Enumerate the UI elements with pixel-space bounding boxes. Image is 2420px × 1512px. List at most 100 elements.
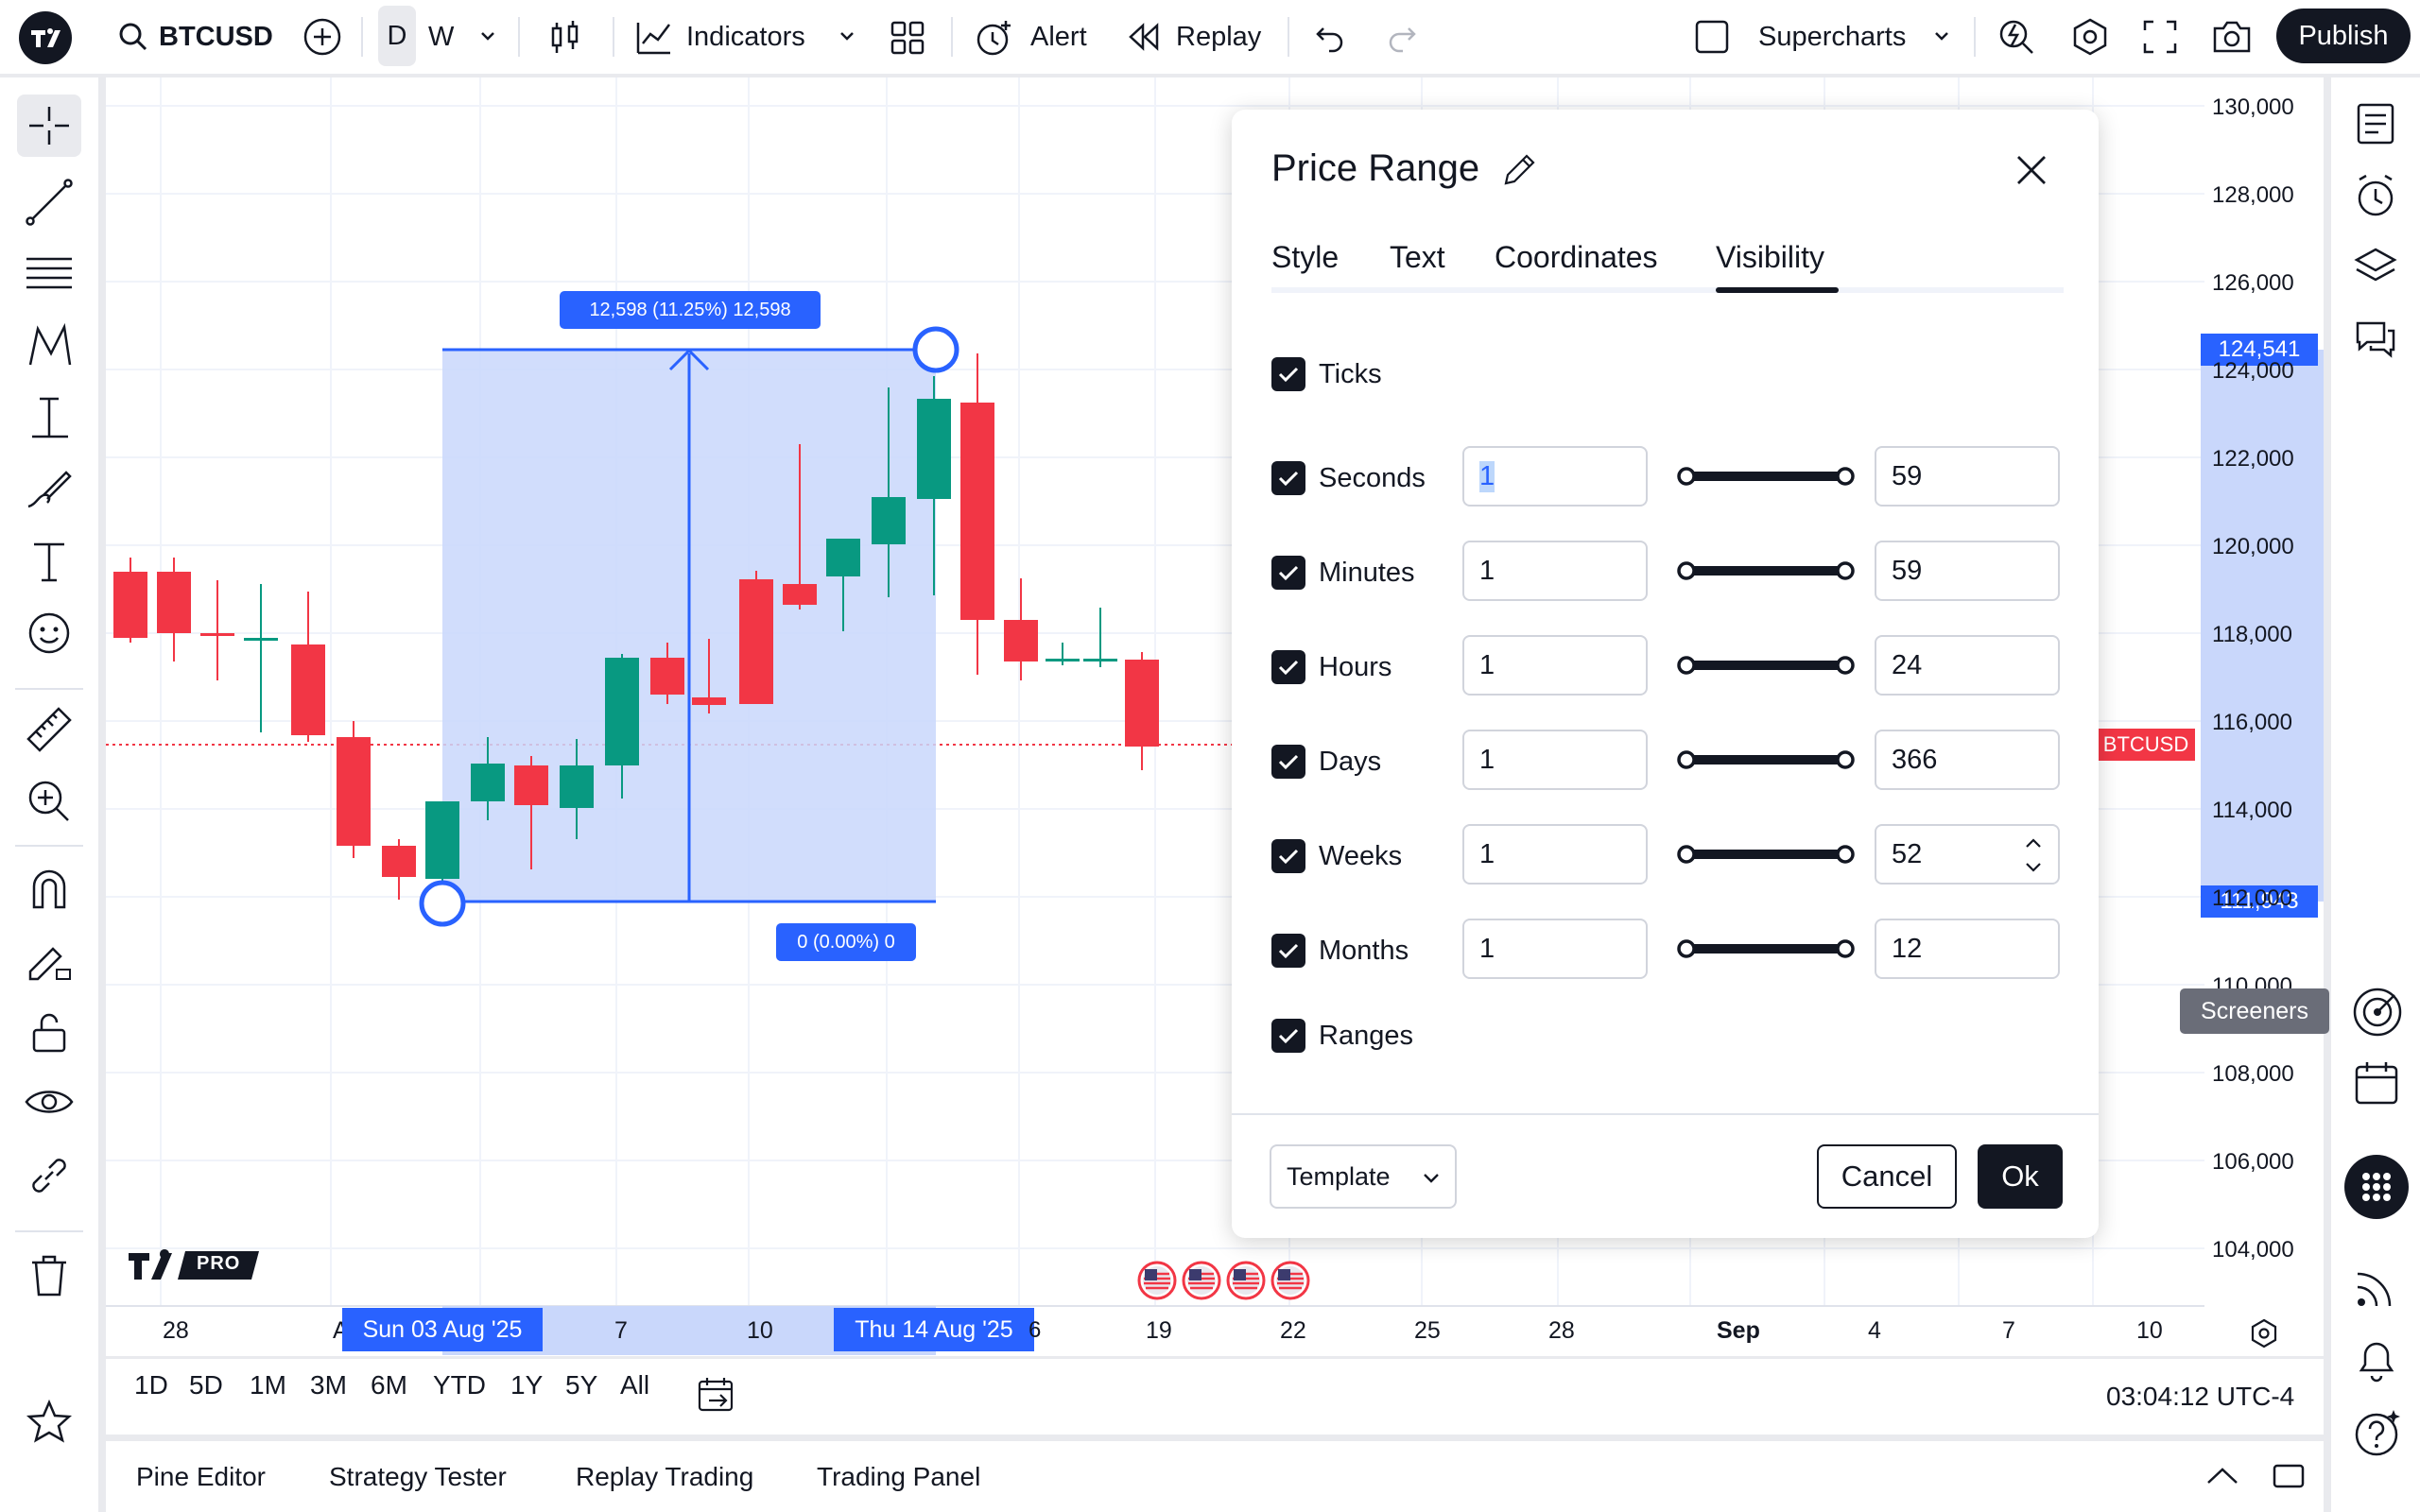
close-icon[interactable]	[2013, 151, 2050, 194]
tab-text[interactable]: Text	[1390, 240, 1445, 274]
seconds-from-input[interactable]: 1	[1462, 446, 1648, 507]
minutes-checkbox[interactable]	[1271, 556, 1305, 590]
screeners-target-icon[interactable]	[2352, 987, 2403, 1042]
clock-timezone[interactable]: 03:04:12 UTC-4	[2106, 1382, 2295, 1411]
seconds-range-slider[interactable]	[1676, 466, 1856, 487]
zoom-in-icon[interactable]	[23, 775, 76, 833]
hours-checkbox[interactable]	[1271, 650, 1305, 684]
ticks-checkbox[interactable]	[1271, 357, 1305, 391]
range-button-all[interactable]: All	[620, 1370, 650, 1400]
measure-handle-top[interactable]	[912, 326, 959, 373]
fib-retracement-tool-icon[interactable]	[23, 248, 76, 305]
apps-grid-icon[interactable]	[2344, 1155, 2409, 1219]
eye-visibility-icon[interactable]	[23, 1077, 76, 1135]
days-range-slider[interactable]	[1676, 749, 1856, 770]
tradingview-logo-icon[interactable]	[19, 11, 72, 69]
tab-style[interactable]: Style	[1271, 240, 1340, 274]
calendar-icon[interactable]	[2352, 1058, 2401, 1112]
trend-line-tool-icon[interactable]	[23, 176, 76, 233]
quick-search-icon[interactable]	[1996, 17, 2036, 61]
undo-icon[interactable]	[1314, 21, 1346, 58]
stepper-arrows-icon[interactable]	[2022, 832, 2045, 886]
tab-replay-trading[interactable]: Replay Trading	[576, 1461, 754, 1491]
notifications-bell-icon[interactable]	[2352, 1334, 2401, 1388]
range-button-6m[interactable]: 6M	[371, 1370, 407, 1400]
fullscreen-icon[interactable]	[2142, 19, 2178, 60]
search-icon[interactable]	[117, 21, 149, 58]
indicators-icon[interactable]	[635, 19, 673, 61]
range-button-1y[interactable]: 1Y	[510, 1370, 544, 1400]
range-button-5d[interactable]: 5D	[189, 1370, 223, 1400]
help-icon[interactable]	[2352, 1406, 2405, 1464]
months-range-slider[interactable]	[1676, 938, 1856, 959]
cancel-button[interactable]: Cancel	[1817, 1144, 1957, 1209]
rename-pencil-icon[interactable]	[1500, 151, 1538, 194]
weeks-from-input[interactable]: 1	[1462, 824, 1648, 885]
indicators-button[interactable]: Indicators	[686, 21, 805, 52]
interval-w-button[interactable]: W	[428, 21, 455, 52]
axis-settings-icon[interactable]	[2248, 1317, 2280, 1354]
add-symbol-icon[interactable]	[302, 17, 342, 61]
weeks-range-slider[interactable]	[1676, 844, 1856, 865]
range-button-5y[interactable]: 5Y	[565, 1370, 598, 1400]
brush-tool-icon[interactable]	[23, 463, 76, 521]
crosshair-tool-icon[interactable]	[17, 94, 81, 157]
publish-button[interactable]: Publish	[2276, 9, 2411, 63]
us-event-flag-icon[interactable]	[1182, 1261, 1221, 1300]
pattern-tool-icon[interactable]	[23, 319, 76, 377]
range-button-ytd[interactable]: YTD	[433, 1370, 486, 1400]
alerts-clock-icon[interactable]	[2352, 172, 2399, 224]
alert-button[interactable]: Alert	[1030, 21, 1087, 52]
maximize-panel-icon[interactable]	[2271, 1460, 2307, 1497]
range-button-1m[interactable]: 1M	[250, 1370, 286, 1400]
magnet-icon[interactable]	[23, 862, 76, 919]
minutes-from-input[interactable]: 1	[1462, 541, 1648, 601]
emoji-tool-icon[interactable]	[23, 607, 76, 664]
candle-type-icon[interactable]	[546, 19, 584, 61]
hours-to-input[interactable]: 24	[1875, 635, 2060, 696]
ranges-checkbox[interactable]	[1271, 1019, 1305, 1053]
hours-from-input[interactable]: 1	[1462, 635, 1648, 696]
projection-tool-icon[interactable]	[23, 391, 76, 449]
days-from-input[interactable]: 1	[1462, 730, 1648, 790]
minutes-range-slider[interactable]	[1676, 560, 1856, 581]
settings-gear-icon[interactable]	[2070, 17, 2110, 61]
camera-icon[interactable]	[2212, 19, 2252, 60]
watchlist-icon[interactable]	[2352, 100, 2399, 152]
seconds-to-input[interactable]: 59	[1875, 446, 2060, 507]
us-event-flag-icon[interactable]	[1137, 1261, 1177, 1300]
chevron-down-icon[interactable]	[1932, 26, 1951, 50]
symbol-search-button[interactable]: BTCUSD	[159, 21, 273, 52]
months-from-input[interactable]: 1	[1462, 919, 1648, 979]
redo-icon[interactable]	[1386, 21, 1418, 58]
us-event-flag-icon[interactable]	[1226, 1261, 1266, 1300]
months-to-input[interactable]: 12	[1875, 919, 2060, 979]
goto-date-icon[interactable]	[696, 1376, 737, 1418]
hours-range-slider[interactable]	[1676, 655, 1856, 676]
minutes-to-input[interactable]: 59	[1875, 541, 2060, 601]
signal-stream-icon[interactable]	[2352, 1263, 2401, 1316]
interval-d-button[interactable]: D	[378, 6, 416, 66]
supercharts-layout-button[interactable]: Supercharts	[1758, 21, 1907, 52]
months-checkbox[interactable]	[1271, 934, 1305, 968]
unlock-icon[interactable]	[23, 1005, 76, 1063]
layers-icon[interactable]	[2352, 244, 2399, 296]
range-button-1d[interactable]: 1D	[134, 1370, 168, 1400]
chevron-down-icon[interactable]	[838, 26, 856, 50]
favorite-star-icon[interactable]	[23, 1397, 76, 1454]
seconds-checkbox[interactable]	[1271, 461, 1305, 495]
template-dropdown[interactable]: Template	[1270, 1144, 1457, 1209]
lock-pencil-icon[interactable]	[23, 934, 76, 991]
days-to-input[interactable]: 366	[1875, 730, 2060, 790]
layout-square-icon[interactable]	[1694, 19, 1730, 60]
replay-button[interactable]: Replay	[1176, 21, 1262, 52]
weeks-to-input[interactable]: 52	[1875, 824, 2060, 885]
chat-icon[interactable]	[2352, 316, 2399, 368]
weeks-checkbox[interactable]	[1271, 839, 1305, 873]
trash-icon[interactable]	[23, 1249, 76, 1307]
range-button-3m[interactable]: 3M	[310, 1370, 347, 1400]
tab-coordinates[interactable]: Coordinates	[1495, 240, 1658, 274]
link-icon[interactable]	[23, 1149, 76, 1207]
measure-handle-bottom[interactable]	[419, 880, 466, 927]
replay-rewind-icon[interactable]	[1127, 21, 1161, 58]
